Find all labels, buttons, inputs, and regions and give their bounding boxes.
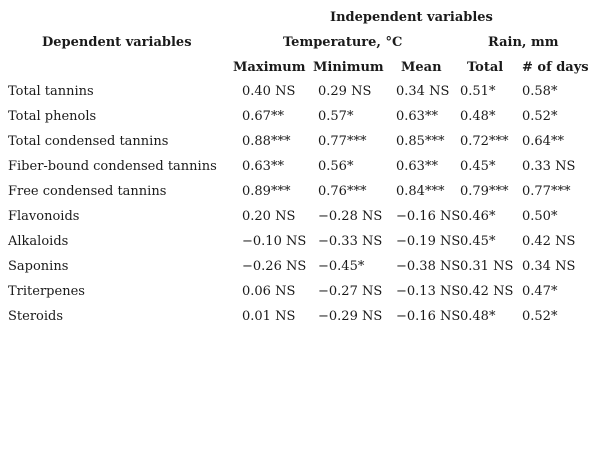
cell-mean: 0.34 NS [396,84,450,99]
cell-maximum: 0.01 NS [242,309,296,324]
total-column-header: Total [467,60,504,75]
cell-minimum: 0.76*** [318,184,367,199]
table-row: Fiber-bound condensed tannins 0.63** 0.5… [0,157,595,182]
cell-days: 0.33 NS [522,159,576,174]
cell-mean: 0.63** [396,109,438,124]
table-row: Saponins −0.26 NS −0.45* −0.38 NS 0.31 N… [0,257,595,282]
cell-minimum: 0.56* [318,159,354,174]
cell-mean: −0.13 NS [396,284,461,299]
table-row: Steroids 0.01 NS −0.29 NS −0.16 NS 0.48*… [0,307,595,332]
cell-minimum: −0.28 NS [318,209,383,224]
cell-days: 0.52* [522,109,558,124]
correlation-table-body: Total tannins 0.40 NS 0.29 NS 0.34 NS 0.… [0,82,595,332]
cell-mean: 0.84*** [396,184,445,199]
table-row: Total condensed tannins 0.88*** 0.77*** … [0,132,595,157]
cell-total: 0.51* [460,84,496,99]
rain-heading: Rain, mm [488,35,559,50]
cell-maximum: 0.63** [242,159,284,174]
cell-days: 0.42 NS [522,234,576,249]
cell-minimum: 0.77*** [318,134,367,149]
cell-mean: −0.16 NS [396,209,461,224]
cell-minimum: −0.29 NS [318,309,383,324]
cell-total: 0.31 NS [460,259,514,274]
temperature-heading: Temperature, °C [283,35,403,50]
cell-days: 0.64** [522,134,564,149]
cell-maximum: 0.06 NS [242,284,296,299]
cell-days: 0.52* [522,309,558,324]
row-label: Total condensed tannins [8,134,169,149]
cell-total: 0.42 NS [460,284,514,299]
cell-maximum: 0.40 NS [242,84,296,99]
row-label: Total phenols [8,109,97,124]
cell-total: 0.79*** [460,184,509,199]
cell-total: 0.45* [460,159,496,174]
row-label: Alkaloids [8,234,69,249]
table-row: Alkaloids −0.10 NS −0.33 NS −0.19 NS 0.4… [0,232,595,257]
row-label: Fiber-bound condensed tannins [8,159,217,174]
cell-days: 0.50* [522,209,558,224]
cell-maximum: −0.26 NS [242,259,307,274]
row-label: Triterpenes [8,284,85,299]
days-column-header: # of days [522,60,589,75]
cell-maximum: 0.67** [242,109,284,124]
row-label: Saponins [8,259,69,274]
cell-days: 0.58* [522,84,558,99]
cell-minimum: 0.29 NS [318,84,372,99]
cell-mean: 0.63** [396,159,438,174]
maximum-column-header: Maximum [233,60,306,75]
row-label: Free condensed tannins [8,184,167,199]
independent-variables-heading: Independent variables [330,10,493,25]
cell-days: 0.34 NS [522,259,576,274]
cell-minimum: −0.27 NS [318,284,383,299]
minimum-column-header: Minimum [313,60,384,75]
cell-minimum: 0.57* [318,109,354,124]
cell-total: 0.48* [460,309,496,324]
cell-minimum: −0.33 NS [318,234,383,249]
cell-total: 0.45* [460,234,496,249]
cell-maximum: −0.10 NS [242,234,307,249]
cell-mean: −0.38 NS [396,259,461,274]
cell-days: 0.47* [522,284,558,299]
row-label: Total tannins [8,84,94,99]
table-row: Total tannins 0.40 NS 0.29 NS 0.34 NS 0.… [0,82,595,107]
cell-mean: −0.19 NS [396,234,461,249]
table-row: Flavonoids 0.20 NS −0.28 NS −0.16 NS 0.4… [0,207,595,232]
cell-days: 0.77*** [522,184,571,199]
table-row: Triterpenes 0.06 NS −0.27 NS −0.13 NS 0.… [0,282,595,307]
cell-maximum: 0.89*** [242,184,291,199]
cell-maximum: 0.20 NS [242,209,296,224]
cell-total: 0.46* [460,209,496,224]
cell-maximum: 0.88*** [242,134,291,149]
cell-mean: −0.16 NS [396,309,461,324]
row-label: Flavonoids [8,209,80,224]
cell-total: 0.72*** [460,134,509,149]
cell-mean: 0.85*** [396,134,445,149]
row-label: Steroids [8,309,64,324]
dependent-variables-heading: Dependent variables [42,35,192,50]
mean-column-header: Mean [401,60,442,75]
table-row: Total phenols 0.67** 0.57* 0.63** 0.48* … [0,107,595,132]
cell-minimum: −0.45* [318,259,365,274]
table-row: Free condensed tannins 0.89*** 0.76*** 0… [0,182,595,207]
cell-total: 0.48* [460,109,496,124]
